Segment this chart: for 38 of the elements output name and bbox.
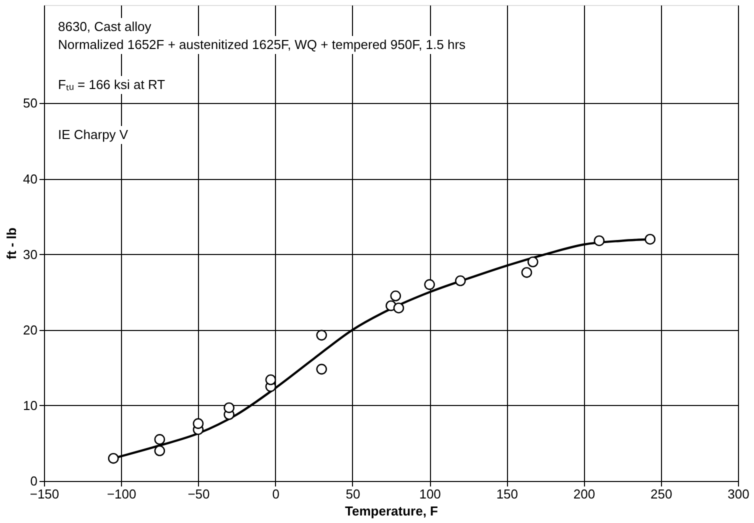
point [521, 267, 532, 278]
x-tick-label: −150 [30, 486, 60, 502]
point [192, 418, 204, 429]
point [316, 364, 327, 375]
point [224, 402, 234, 414]
point [154, 445, 166, 456]
y-axis-title: ft - lb [4, 228, 20, 260]
point [644, 234, 656, 245]
point [594, 235, 605, 246]
x-tick-label: 250 [650, 486, 672, 502]
point [154, 434, 166, 445]
y-tick-label: 0 [30, 474, 38, 488]
point [265, 374, 276, 386]
point [424, 279, 435, 290]
x-tick-label: −50 [188, 486, 210, 502]
x-tick-label: 100 [419, 486, 441, 502]
x-tick-label: 50 [346, 486, 360, 502]
annotation: IE Charpy V [58, 127, 128, 142]
y-tick-label: 40 [23, 171, 38, 186]
point [393, 302, 404, 314]
point [108, 452, 119, 464]
x-tick-label: 200 [573, 486, 596, 502]
x-axis-title: Temperature, F [345, 504, 438, 518]
point [390, 290, 402, 302]
x-tick-label: −100 [106, 486, 136, 502]
x-tick-label: 300 [728, 486, 750, 502]
y-tick-label: 50 [23, 96, 38, 111]
x-tick-label: 0 [272, 486, 280, 502]
x-tick-label: 150 [496, 486, 518, 502]
y-tick-label: 20 [23, 322, 38, 338]
annotation: Normalized 1652F + austenitized 1625F, WQ + tempered 950F, 1.5 hrs [58, 37, 466, 52]
y-tick-label: 10 [23, 398, 38, 413]
y-tick-label: 30 [23, 246, 38, 262]
point [455, 275, 466, 286]
annotation: Fₜᵤ = 166 ksi at RT [58, 77, 166, 92]
point [316, 330, 327, 341]
point [527, 256, 538, 268]
annotation: 8630, Cast alloy [58, 19, 152, 34]
